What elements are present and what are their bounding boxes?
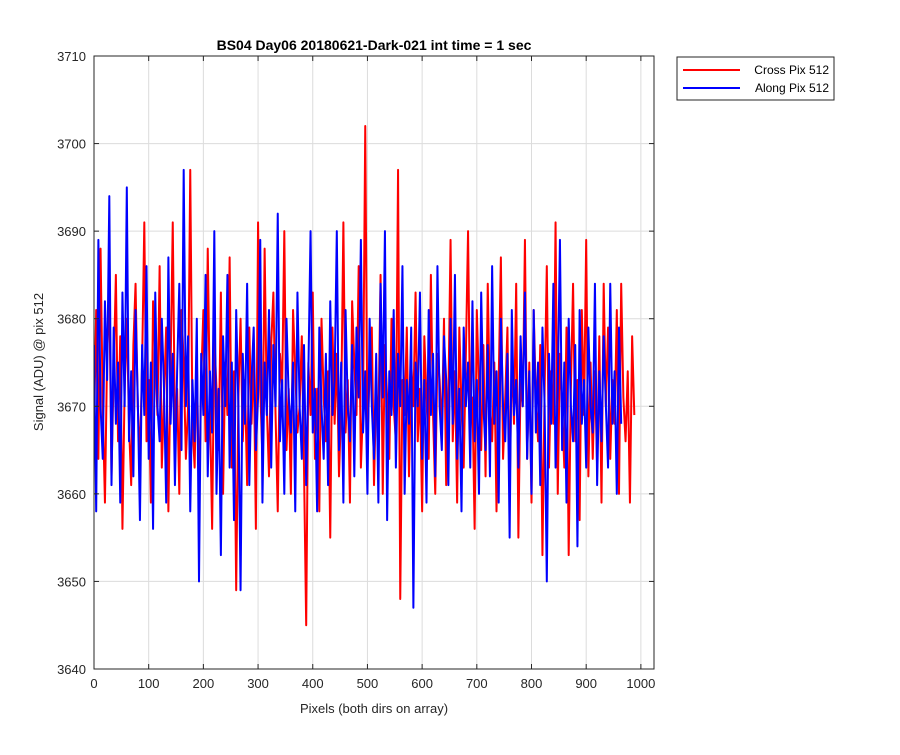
y-tick-label: 3710 — [57, 49, 86, 64]
series-group — [94, 125, 636, 627]
x-tick-label: 0 — [90, 676, 97, 691]
x-tick-label: 1000 — [626, 676, 655, 691]
chart-title: BS04 Day06 20180621-Dark-021 int time = … — [217, 37, 532, 53]
y-tick-label: 3660 — [57, 487, 86, 502]
y-tick-label: 3700 — [57, 137, 86, 152]
legend-box — [676, 56, 835, 101]
plot-area — [94, 125, 636, 627]
plot-border — [93, 55, 655, 670]
x-tick-label: 500 — [357, 676, 379, 691]
legend-label-along: Along Pix 512 — [755, 81, 829, 95]
legend: Cross Pix 512 Along Pix 512 — [676, 56, 835, 101]
y-tick-label: 3650 — [57, 574, 86, 589]
x-tick-label: 200 — [193, 676, 215, 691]
y-tick-label: 3690 — [57, 224, 86, 239]
x-tick-label: 600 — [411, 676, 433, 691]
x-tick-label: 800 — [521, 676, 543, 691]
axis-ticks: 0 100 200 300 400 500 600 700 800 900 1000 3640 3650… — [57, 49, 655, 691]
y-tick-label: 3670 — [57, 399, 86, 414]
x-tick-label: 900 — [575, 676, 597, 691]
series-line-along — [94, 168, 623, 609]
y-tick-label: 3640 — [57, 662, 86, 677]
y-axis-label: Signal (ADU) @ pix 512 — [31, 293, 46, 431]
x-tick-label: 700 — [466, 676, 488, 691]
x-tick-label: 100 — [138, 676, 160, 691]
x-axis-label: Pixels (both dirs on array) — [300, 701, 448, 716]
legend-label-cross: Cross Pix 512 — [754, 63, 829, 77]
y-tick-label: 3680 — [57, 312, 86, 327]
x-tick-label: 300 — [247, 676, 269, 691]
x-tick-label: 400 — [302, 676, 324, 691]
